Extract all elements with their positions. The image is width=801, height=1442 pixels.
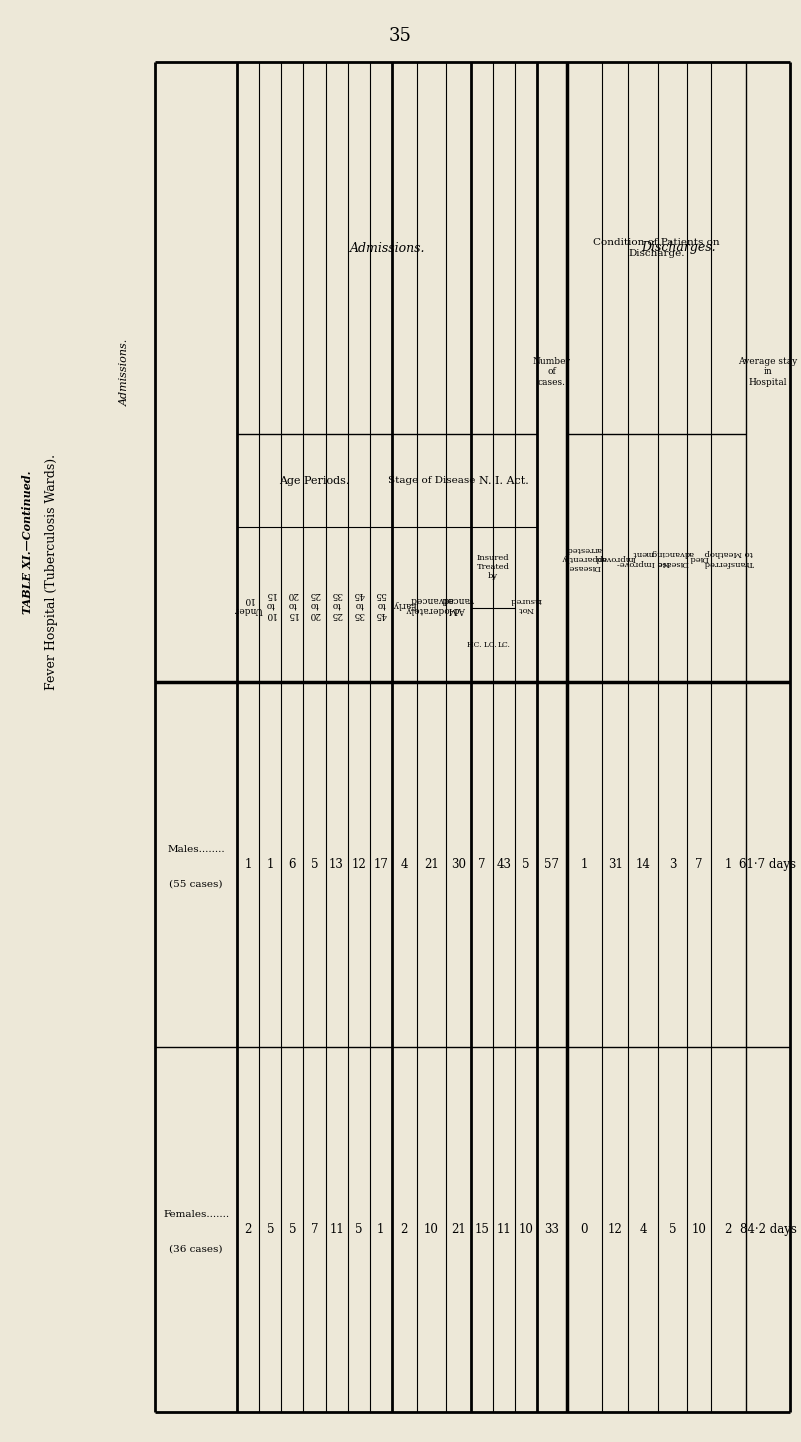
Text: 30: 30 bbox=[451, 858, 466, 871]
Text: 5: 5 bbox=[267, 1223, 274, 1236]
Text: Moderately
advanced: Moderately advanced bbox=[405, 594, 457, 614]
Text: Disease
advancing: Disease advancing bbox=[650, 549, 694, 567]
Text: 1: 1 bbox=[581, 858, 588, 871]
Text: 5: 5 bbox=[311, 858, 318, 871]
Text: 7: 7 bbox=[311, 1223, 318, 1236]
Text: Number
of
cases.: Number of cases. bbox=[533, 358, 571, 386]
Text: 15
to
20: 15 to 20 bbox=[287, 590, 298, 620]
Text: 2: 2 bbox=[400, 1223, 408, 1236]
Text: 3: 3 bbox=[669, 858, 676, 871]
Text: 45
to
55: 45 to 55 bbox=[375, 590, 387, 620]
Text: 1: 1 bbox=[244, 858, 252, 871]
Text: Ad-
vanced: Ad- vanced bbox=[442, 594, 475, 614]
Text: 61·7 days: 61·7 days bbox=[739, 858, 796, 871]
Text: 15: 15 bbox=[475, 1223, 489, 1236]
Text: 12: 12 bbox=[608, 1223, 622, 1236]
Text: HC. LC.: HC. LC. bbox=[467, 640, 497, 649]
Text: 5: 5 bbox=[288, 1223, 296, 1236]
Text: 1: 1 bbox=[377, 1223, 384, 1236]
Text: 25
to
35: 25 to 35 bbox=[331, 590, 342, 620]
Text: 5: 5 bbox=[355, 1223, 362, 1236]
Text: 10: 10 bbox=[424, 1223, 439, 1236]
Text: 14: 14 bbox=[635, 858, 650, 871]
Text: Not
insured: Not insured bbox=[510, 596, 542, 613]
Text: 84·2 days: 84·2 days bbox=[739, 1223, 796, 1236]
Text: Admissions.: Admissions. bbox=[349, 241, 425, 254]
Text: 4: 4 bbox=[639, 1223, 646, 1236]
Text: 4: 4 bbox=[400, 858, 408, 871]
Text: Males........: Males........ bbox=[167, 845, 225, 854]
Text: TABLE XI.—Continued.: TABLE XI.—Continued. bbox=[22, 470, 34, 614]
Text: 35: 35 bbox=[388, 27, 412, 45]
Text: 7: 7 bbox=[478, 858, 485, 871]
Text: 35
to
45: 35 to 45 bbox=[352, 590, 364, 620]
Text: 0: 0 bbox=[581, 1223, 588, 1236]
Text: Died: Died bbox=[689, 554, 709, 562]
Text: 31: 31 bbox=[608, 858, 622, 871]
Text: 5: 5 bbox=[522, 858, 530, 871]
Text: 11: 11 bbox=[329, 1223, 344, 1236]
Text: 1: 1 bbox=[725, 858, 732, 871]
Text: Discharges.: Discharges. bbox=[641, 241, 715, 254]
Text: Under
10: Under 10 bbox=[234, 594, 263, 614]
Text: 43: 43 bbox=[497, 858, 512, 871]
Text: Insured
Treated
by: Insured Treated by bbox=[477, 554, 509, 581]
Text: 20
to
25: 20 to 25 bbox=[308, 590, 320, 620]
Text: 21: 21 bbox=[451, 1223, 466, 1236]
Text: 21: 21 bbox=[424, 858, 439, 871]
Text: 13: 13 bbox=[329, 858, 344, 871]
Text: N. I. Act.: N. I. Act. bbox=[479, 476, 529, 486]
Text: (36 cases): (36 cases) bbox=[169, 1244, 223, 1255]
Text: Age Periods.: Age Periods. bbox=[280, 476, 350, 486]
Text: 33: 33 bbox=[545, 1223, 559, 1236]
Text: Stage of Disease: Stage of Disease bbox=[388, 476, 475, 485]
Text: Transferred
to Meathop: Transferred to Meathop bbox=[703, 549, 754, 567]
Text: Condition of Patients on
Discharge.: Condition of Patients on Discharge. bbox=[593, 238, 719, 258]
Text: 11: 11 bbox=[497, 1223, 512, 1236]
Text: Improved: Improved bbox=[595, 554, 635, 562]
Text: (55 cases): (55 cases) bbox=[169, 880, 223, 890]
Text: 17: 17 bbox=[373, 858, 388, 871]
Text: 6: 6 bbox=[288, 858, 296, 871]
Text: 2: 2 bbox=[725, 1223, 732, 1236]
Text: LC.: LC. bbox=[497, 640, 510, 649]
Text: Early: Early bbox=[392, 600, 417, 609]
Text: 57: 57 bbox=[545, 858, 559, 871]
Text: Females.......: Females....... bbox=[163, 1210, 229, 1218]
Text: 2: 2 bbox=[244, 1223, 252, 1236]
Text: No Improve-
ment: No Improve- ment bbox=[617, 549, 670, 567]
Text: 1: 1 bbox=[267, 858, 274, 871]
Text: Fever Hospital (Tuberculosis Wards).: Fever Hospital (Tuberculosis Wards). bbox=[46, 454, 58, 691]
Text: Disease
apparently
arrested: Disease apparently arrested bbox=[562, 545, 607, 571]
Text: 12: 12 bbox=[351, 858, 366, 871]
Text: 10: 10 bbox=[691, 1223, 706, 1236]
Text: Average stay
in
Hospital: Average stay in Hospital bbox=[739, 358, 798, 386]
Text: 10: 10 bbox=[519, 1223, 533, 1236]
Text: 10
to
15: 10 to 15 bbox=[264, 590, 276, 620]
Text: 7: 7 bbox=[695, 858, 702, 871]
Text: 5: 5 bbox=[669, 1223, 676, 1236]
Text: Admissions.: Admissions. bbox=[120, 339, 130, 405]
